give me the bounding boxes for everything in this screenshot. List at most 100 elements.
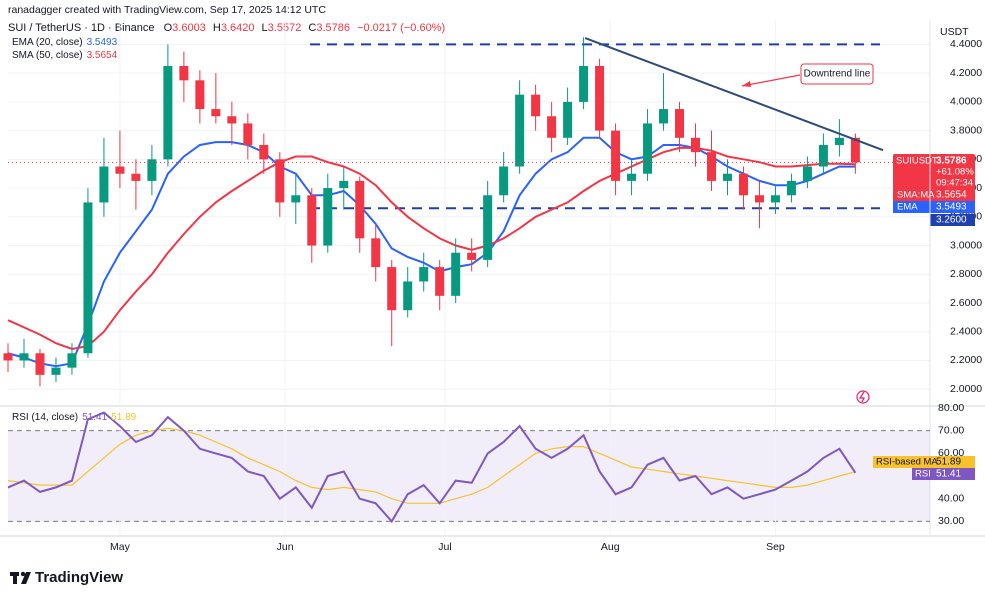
price-tag	[893, 154, 975, 190]
ohlc-value: 3.6420	[221, 22, 255, 34]
y-tick-label: 2.0000	[950, 383, 982, 395]
annotation-box	[800, 63, 874, 85]
candle-body	[547, 116, 557, 138]
candle-body	[515, 94, 525, 167]
candle-body	[531, 94, 541, 117]
candle-body	[435, 267, 445, 296]
alert-icon	[856, 390, 870, 404]
indicator-tag-name: RSI-based MA	[876, 457, 938, 468]
candle-body	[579, 65, 589, 102]
indicator-tag-value: 51.89	[936, 457, 961, 468]
indicator-tag-name: RSI	[915, 469, 931, 480]
candle-body	[643, 123, 653, 174]
candle-body	[131, 173, 141, 181]
ohlc-label: L	[262, 22, 268, 34]
logo-shape	[21, 572, 31, 584]
y-tick-label: 40.00	[938, 492, 964, 504]
indicator-tag	[873, 456, 975, 468]
candle-body	[227, 116, 237, 124]
ohlc-value: 3.5572	[268, 22, 302, 34]
candle-body	[595, 65, 605, 131]
candle-body	[3, 353, 13, 361]
legend-name: SMA (50, close)	[12, 50, 83, 61]
indicator-tag-name: SMA:MA	[897, 190, 935, 201]
candle-body	[275, 159, 285, 203]
legend-entry: SMA (50, close) 3.5654	[12, 50, 118, 61]
candle-body	[99, 166, 109, 203]
candle-body	[754, 195, 764, 203]
indicator-tag-value: 3.5654	[936, 190, 967, 201]
candle-body	[659, 109, 669, 124]
annotation-arrow	[741, 74, 801, 87]
x-tick-label: May	[110, 541, 131, 553]
candle-body	[850, 137, 860, 163]
candle-body	[371, 238, 381, 268]
indicator-tag	[912, 468, 975, 480]
candle-body	[706, 152, 716, 181]
y-tick-label: 70.00	[938, 424, 964, 436]
legend-value: 3.5654	[87, 50, 118, 61]
candle-body	[35, 353, 45, 375]
candle-body	[243, 123, 253, 145]
trend-line	[584, 37, 884, 152]
candle-body	[83, 202, 93, 354]
change: −0.0217 (−0.60%)	[357, 22, 445, 34]
ohlc-value: 3.6003	[172, 22, 206, 34]
candle-body	[211, 109, 221, 117]
currency-label: USDT	[940, 26, 969, 38]
ohlc-label: H	[213, 22, 221, 34]
legend-name: RSI (14, close)	[12, 412, 78, 423]
logo-shape	[13, 572, 17, 584]
candle-body	[802, 166, 812, 181]
brand: TradingView	[35, 569, 123, 586]
candle-body	[818, 144, 828, 167]
ohlc-value: 3.5786	[316, 22, 350, 34]
candle-body	[834, 137, 844, 145]
price-tag-countdown: 09:47:34	[936, 178, 973, 189]
candle-body	[403, 281, 413, 311]
indicator-tag-value: 51.41	[936, 469, 961, 480]
symbol-line: SUI / TetherUS · 1D · Binance O3.6003 H3…	[8, 22, 445, 34]
candle-body	[563, 101, 573, 138]
x-tick-label: Aug	[601, 541, 620, 553]
indicator-tag-value: 3.5493	[936, 202, 967, 213]
level-tag-value: 3.2600	[936, 215, 967, 226]
rsi-band	[8, 430, 930, 522]
y-tick-label: 2.4000	[950, 326, 982, 338]
candle-body	[195, 80, 205, 110]
candle-body	[339, 180, 349, 189]
y-tick-label: 2.6000	[950, 297, 982, 309]
indicator-line	[7, 146, 856, 351]
candle-body	[307, 195, 317, 246]
candle-body	[770, 195, 780, 203]
candle-body	[691, 137, 701, 153]
candle-body	[467, 252, 477, 260]
indicator-tag	[893, 201, 975, 213]
x-tick-label: Sep	[766, 541, 785, 553]
candle-body	[387, 267, 397, 311]
candle-body	[451, 252, 461, 296]
legend-value: 3.5493	[87, 37, 118, 48]
legend-value: 51.41	[82, 412, 107, 423]
candle-body	[259, 144, 269, 160]
y-tick-label: 4.0000	[950, 96, 982, 108]
candle-body	[675, 109, 685, 138]
annotation-text: Downtrend line	[804, 69, 871, 80]
candle-body	[163, 65, 173, 160]
y-tick-label: 80.00	[938, 402, 964, 414]
credit: ranadagger created with TradingView.com,…	[8, 4, 326, 16]
candle-body	[51, 367, 61, 375]
price-tag-change: +61.08%	[936, 167, 974, 178]
legend-value: 51.89	[111, 412, 136, 423]
indicator-tag-name: EMA	[897, 202, 918, 213]
y-tick-label: 30.00	[938, 515, 964, 527]
legend-entry: EMA (20, close) 3.5493	[12, 37, 118, 48]
y-tick-label: 2.2000	[950, 354, 982, 366]
ohlc-label: C	[308, 22, 316, 34]
indicator-tag	[893, 189, 975, 201]
y-tick-label: 3.8000	[950, 124, 982, 136]
candle-body	[722, 173, 732, 181]
candle-body	[355, 180, 365, 239]
candle-body	[147, 159, 157, 181]
candle-body	[179, 65, 189, 81]
